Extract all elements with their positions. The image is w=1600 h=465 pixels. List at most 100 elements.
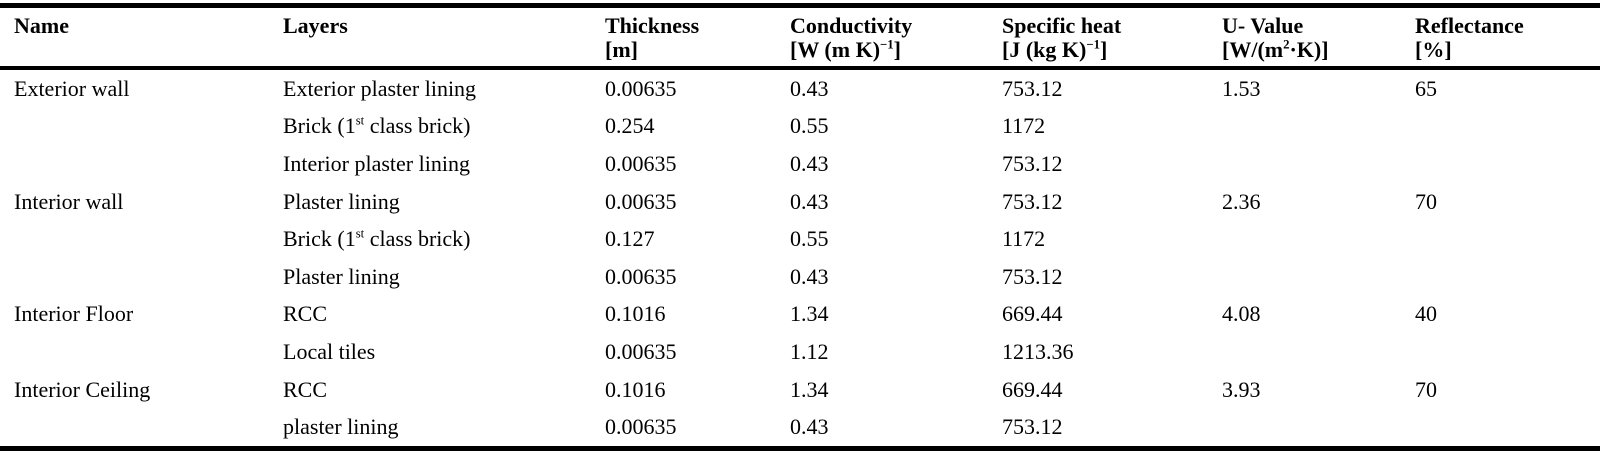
cell-thickness: 0.00635	[605, 263, 677, 289]
page-body: Name Layers Thickness [m] Conductivity [W (m …	[0, 3, 1600, 451]
table-row: plaster lining 0.00635 0.43 753.12	[0, 408, 1600, 448]
column-label: Reflectance	[1415, 13, 1524, 38]
cell-specific_heat: 753.12	[1002, 150, 1063, 176]
cell-thickness: 0.127	[605, 226, 655, 252]
column-label: Specific heat	[1002, 13, 1122, 38]
column-label: Thickness	[605, 13, 700, 38]
table-row: Plaster lining 0.00635 0.43 753.12	[0, 258, 1600, 296]
column-header-thickness: Thickness [m]	[592, 5, 777, 70]
cell-u_value: 2.36	[1222, 188, 1261, 214]
header-row: Name Layers Thickness [m] Conductivity [W (m …	[0, 5, 1600, 70]
column-header-name: Name	[0, 5, 268, 70]
cell-layer: RCC	[283, 301, 328, 327]
column-header-conductivity: Conductivity [W (m K)−1]	[777, 5, 987, 70]
cell-reflectance: 70	[1415, 376, 1437, 402]
cell-specific_heat: 1172	[1002, 113, 1046, 139]
column-unit: [J (kg K)−1]	[1002, 37, 1108, 62]
cell-reflectance: 65	[1415, 75, 1437, 101]
cell-conductivity: 0.43	[790, 414, 829, 440]
cell-name	[0, 108, 268, 146]
column-header-u_value: U- Value [W/(m2·K)]	[1207, 5, 1403, 70]
column-unit: [W/(m2·K)]	[1222, 37, 1329, 62]
cell-specific_heat: 753.12	[1002, 188, 1063, 214]
cell-layer: Brick (1st class brick)	[283, 113, 471, 139]
cell-reflectance: 70	[1415, 188, 1437, 214]
cell-layer: Local tiles	[283, 338, 376, 364]
cell-name	[0, 220, 268, 258]
table-body: Exterior wall Exterior plaster lining 0.00…	[0, 68, 1600, 448]
cell-name: Interior wall	[14, 188, 124, 214]
cell-name	[0, 333, 268, 371]
table-header: Name Layers Thickness [m] Conductivity [W (m …	[0, 5, 1600, 70]
cell-layer: Exterior plaster lining	[283, 75, 477, 101]
cell-conductivity: 0.43	[790, 263, 829, 289]
cell-name	[0, 145, 268, 183]
cell-specific_heat: 753.12	[1002, 414, 1063, 440]
cell-layer: Interior plaster lining	[283, 150, 470, 176]
cell-name: Interior Ceiling	[14, 376, 151, 402]
cell-specific_heat: 1213.36	[1002, 338, 1074, 364]
cell-u_value: 4.08	[1222, 301, 1261, 327]
column-label: U- Value	[1222, 13, 1304, 38]
cell-reflectance	[1403, 220, 1600, 258]
table-row: Local tiles 0.00635 1.12 1213.36	[0, 333, 1600, 371]
cell-conductivity: 0.55	[790, 226, 829, 252]
column-label: Name	[14, 13, 69, 38]
column-header-layer: Layers	[268, 5, 592, 70]
cell-u_value	[1207, 333, 1403, 371]
cell-specific_heat: 669.44	[1002, 376, 1063, 402]
cell-conductivity: 0.55	[790, 113, 829, 139]
cell-name	[0, 258, 268, 296]
cell-layer: Plaster lining	[283, 188, 400, 214]
cell-specific_heat: 753.12	[1002, 75, 1063, 101]
column-unit: [%]	[1415, 37, 1452, 62]
table-row: Exterior wall Exterior plaster lining 0.00…	[0, 68, 1600, 108]
cell-thickness: 0.00635	[605, 150, 677, 176]
cell-layer: Brick (1st class brick)	[283, 226, 471, 252]
cell-u_value: 1.53	[1222, 75, 1261, 101]
cell-conductivity: 1.34	[790, 376, 829, 402]
cell-specific_heat: 669.44	[1002, 301, 1063, 327]
cell-layer: RCC	[283, 376, 328, 402]
cell-specific_heat: 1172	[1002, 226, 1046, 252]
cell-u_value	[1207, 408, 1403, 448]
column-header-reflectance: Reflectance [%]	[1403, 5, 1600, 70]
table-row: Interior Ceiling RCC 0.1016 1.34 669.44 3.93 7…	[0, 371, 1600, 409]
cell-thickness: 0.1016	[605, 301, 666, 327]
cell-layer: plaster lining	[283, 414, 399, 440]
column-label: Conductivity	[790, 13, 913, 38]
cell-reflectance	[1403, 333, 1600, 371]
cell-reflectance: 40	[1415, 301, 1437, 327]
cell-conductivity: 0.43	[790, 75, 829, 101]
table-row: Interior plaster lining 0.00635 0.43 753.12	[0, 145, 1600, 183]
cell-reflectance	[1403, 145, 1600, 183]
cell-thickness: 0.254	[605, 113, 655, 139]
cell-u_value	[1207, 108, 1403, 146]
column-header-specific_heat: Specific heat [J (kg K)−1]	[987, 5, 1207, 70]
cell-thickness: 0.1016	[605, 376, 666, 402]
cell-thickness: 0.00635	[605, 338, 677, 364]
cell-reflectance	[1403, 408, 1600, 448]
table-row: Brick (1st class brick) 0.127 0.55 1172	[0, 220, 1600, 258]
column-unit: [W (m K)−1]	[790, 37, 901, 62]
material-thermal-properties-table: Name Layers Thickness [m] Conductivity [W (m …	[0, 3, 1600, 451]
table-row: Brick (1st class brick) 0.254 0.55 1172	[0, 108, 1600, 146]
cell-reflectance	[1403, 258, 1600, 296]
column-label: Layers	[283, 13, 348, 38]
cell-u_value	[1207, 220, 1403, 258]
cell-name: Interior Floor	[14, 301, 134, 327]
column-unit: [m]	[605, 37, 638, 62]
cell-thickness: 0.00635	[605, 188, 677, 214]
cell-u_value	[1207, 145, 1403, 183]
table-row: Interior Floor RCC 0.1016 1.34 669.44 4.08 40	[0, 296, 1600, 334]
table-row: Interior wall Plaster lining 0.00635 0.43 75…	[0, 183, 1600, 221]
cell-specific_heat: 753.12	[1002, 263, 1063, 289]
cell-reflectance	[1403, 108, 1600, 146]
cell-layer: Plaster lining	[283, 263, 400, 289]
cell-conductivity: 1.34	[790, 301, 829, 327]
cell-thickness: 0.00635	[605, 75, 677, 101]
cell-u_value: 3.93	[1222, 376, 1261, 402]
cell-name: Exterior wall	[14, 75, 130, 101]
cell-u_value	[1207, 258, 1403, 296]
cell-conductivity: 0.43	[790, 150, 829, 176]
